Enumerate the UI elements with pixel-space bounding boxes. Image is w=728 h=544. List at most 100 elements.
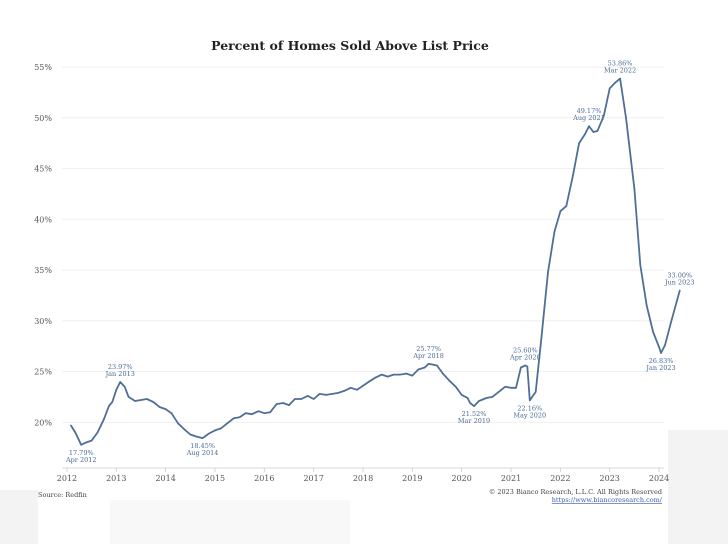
data-point	[608, 87, 611, 90]
annotation-date: Jan 2023	[645, 364, 675, 372]
data-point	[164, 408, 167, 410]
data-point	[460, 394, 463, 396]
data-point	[140, 399, 142, 401]
data-point	[96, 431, 99, 434]
gridlines	[62, 66, 664, 423]
data-point	[603, 114, 605, 117]
y-tick-label: 30%	[34, 317, 52, 326]
data-point	[282, 402, 284, 404]
data-point	[553, 230, 556, 233]
data-point	[524, 364, 527, 367]
data-point	[614, 81, 617, 84]
data-point	[473, 405, 475, 407]
data-point	[658, 346, 660, 349]
annotation-value: 53.86%	[608, 60, 633, 68]
data-point	[386, 375, 389, 378]
data-point	[571, 175, 574, 178]
annotation-value: 26.83%	[649, 357, 674, 365]
data-point	[325, 394, 327, 396]
data-point	[374, 376, 377, 379]
data-point	[84, 441, 87, 444]
x-tick-label: 2014	[155, 474, 175, 483]
y-tick-label: 20%	[34, 418, 52, 427]
data-point	[146, 398, 148, 400]
series-line	[70, 77, 681, 446]
data-point	[664, 344, 666, 346]
y-axis-ticks: 20% 25% 30% 35% 40% 45% 50% 55%	[34, 63, 52, 427]
annotation-date: Mar 2019	[458, 417, 490, 425]
annotation-value: 33.00%	[667, 271, 692, 279]
data-point	[526, 365, 529, 368]
source-note: Source: Redfin	[38, 491, 87, 499]
annotation-value: 49.17%	[577, 107, 602, 115]
data-point	[74, 431, 77, 434]
data-point	[478, 400, 480, 402]
data-point	[127, 396, 130, 398]
data-point	[645, 304, 648, 307]
data-point	[152, 401, 155, 403]
watermark-shape-right	[668, 430, 728, 544]
data-point	[362, 384, 364, 387]
y-tick-label: 25%	[34, 368, 52, 377]
data-point	[633, 188, 636, 190]
data-point	[269, 411, 272, 413]
data-point	[189, 433, 192, 436]
x-tick-label: 2012	[57, 474, 77, 483]
data-point	[275, 403, 278, 405]
data-point	[584, 133, 586, 135]
data-point	[263, 412, 266, 414]
data-point	[565, 205, 568, 207]
data-point	[652, 331, 654, 333]
data-point	[547, 271, 549, 273]
website-link[interactable]: https://www.biancoresearch.com/	[552, 496, 663, 504]
data-point	[578, 142, 580, 144]
data-point	[134, 400, 136, 402]
annotation-value: 22.16%	[517, 404, 542, 412]
x-tick-label: 2013	[106, 474, 126, 483]
annotation-value: 18.45%	[190, 442, 215, 450]
annotation-date: Apr 2012	[65, 456, 97, 464]
data-point	[592, 131, 595, 133]
y-tick-label: 50%	[34, 114, 52, 123]
data-point	[90, 439, 93, 442]
data-point	[312, 398, 315, 400]
data-point	[368, 380, 370, 383]
x-tick-label: 2022	[550, 474, 570, 483]
watermark-shape-left	[0, 490, 38, 544]
data-point	[448, 379, 451, 382]
x-tick-label: 2015	[205, 474, 225, 483]
data-point	[427, 362, 430, 365]
data-point	[349, 387, 352, 389]
data-point	[417, 368, 420, 371]
annotation-value: 21.52%	[462, 410, 487, 418]
data-point	[318, 393, 321, 395]
data-point	[244, 412, 247, 414]
data-point	[510, 387, 512, 389]
data-point	[201, 437, 204, 439]
data-point	[619, 77, 621, 80]
data-point	[294, 398, 296, 400]
data-point	[238, 416, 241, 419]
x-tick-label: 2017	[303, 474, 323, 483]
annotation-date: Aug 2021	[572, 114, 605, 122]
data-point	[108, 405, 110, 407]
data-point	[670, 320, 673, 322]
data-point	[454, 386, 457, 388]
data-point	[70, 424, 72, 427]
y-tick-label: 35%	[34, 266, 52, 275]
data-point	[251, 413, 253, 416]
data-point	[119, 381, 122, 383]
data-point	[195, 435, 198, 438]
copyright-note: © 2023 Bianco Research, L.L.C. All Right…	[489, 488, 662, 496]
data-point	[158, 406, 161, 408]
data-point	[208, 432, 210, 435]
annotation-date: Apr 2020	[509, 353, 541, 361]
data-point	[306, 395, 309, 397]
data-point	[596, 130, 599, 132]
annotation-value: 23.97%	[108, 363, 133, 371]
data-point	[520, 366, 522, 369]
data-point	[337, 392, 340, 394]
watermark-shape-mid	[110, 500, 350, 544]
